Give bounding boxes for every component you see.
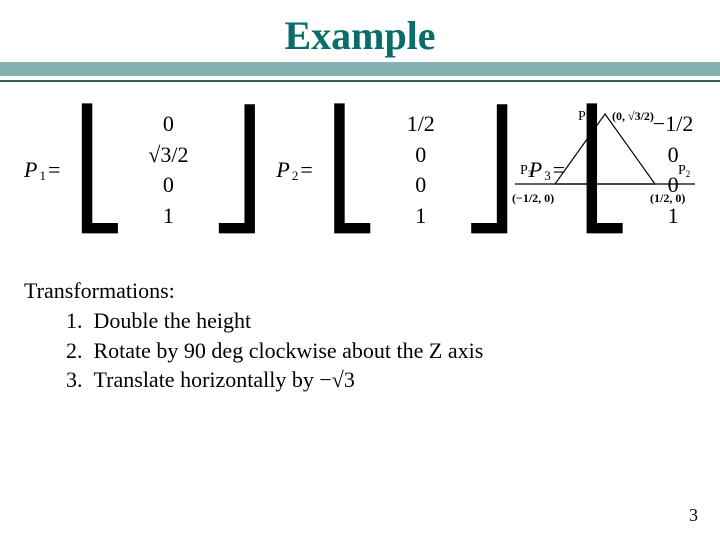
slide-number: 3 [689,505,698,526]
triangle-diagram: P1 (0, √3/2) P3 (−1/2, 0) P2 (1/2, 0) [510,104,700,234]
p2-bracket-r: ⎦ [462,115,517,225]
transformations-heading: Transformations: [24,276,696,306]
p2-r2: 0 [415,171,426,200]
title-underline-thick [0,62,720,76]
list-item: 2. Rotate by 90 deg clockwise about the … [66,336,696,366]
equals: = [48,157,60,183]
transformations-list: 1. Double the height 2. Rotate by 90 deg… [24,306,696,395]
diagram-p2-sub: 2 [686,169,691,179]
list-item: 3. Translate horizontally by −√3 [66,365,696,395]
item-2: Rotate by 90 deg clockwise about the Z a… [94,338,484,363]
p2-sub: 2 [292,168,299,184]
p3-bracket-r: ⎦ [714,115,720,225]
diagram-p3-sub: 3 [528,169,533,179]
diagram-p2-label: P2 [678,163,690,179]
triangle-svg: P1 (0, √3/2) P3 (−1/2, 0) P2 (1/2, 0) [510,104,700,234]
slide-title: Example [0,0,720,59]
diagram-p1-label: P1 [578,109,590,125]
p1-bracket-r: ⎦ [209,115,264,225]
p1-r1: √3/2 [148,141,188,170]
p2-label: P2 = [276,157,312,183]
p1-r2: 0 [163,171,174,200]
p1-sub: 1 [39,168,46,184]
title-underline-thin [0,80,720,82]
p1-r0: 0 [163,110,174,139]
p1-symbol: P [24,157,37,183]
diagram-p1-coord: (0, √3/2) [612,109,654,123]
transformations-text: Transformations: 1. Double the height 2.… [24,276,696,395]
diagram-p3-coord: (−1/2, 0) [512,191,554,205]
p2-r1: 0 [415,141,426,170]
p2-bracket-l: ⎣ [325,115,380,225]
p1-label: P1 = [24,157,60,183]
title-region: Example [0,0,720,90]
diagram-p1-sub: 1 [586,115,591,125]
p1-r3: 1 [163,202,174,231]
p2-r3: 1 [415,202,426,231]
p1-vector: 0 √3/2 0 1 [139,110,197,230]
p2-symbol: P [276,157,289,183]
equals: = [300,157,312,183]
triangle-shape [555,114,655,184]
p2-vector: 1/2 0 0 1 [392,110,450,230]
list-item: 1. Double the height [66,306,696,336]
item-1: Double the height [94,308,252,333]
diagram-p3-label: P3 [520,163,533,179]
p1-bracket-l: ⎣ [72,115,127,225]
item-3: Translate horizontally by −√3 [94,367,355,392]
p2-r0: 1/2 [407,110,435,139]
diagram-p2-coord: (1/2, 0) [650,191,685,205]
